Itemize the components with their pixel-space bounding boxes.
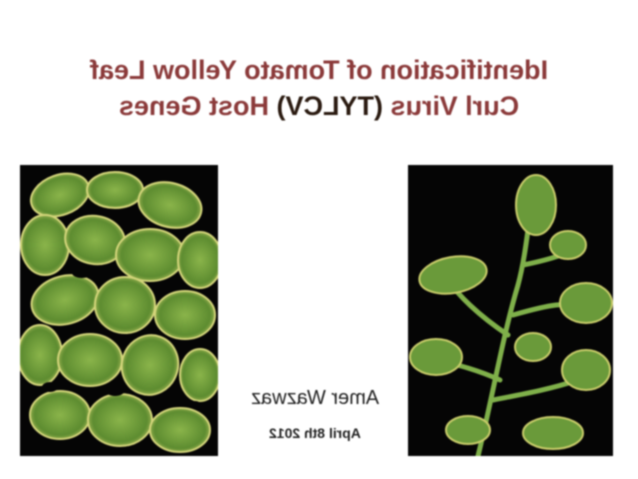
title-line2-bold: (TYLCV) — [276, 91, 383, 121]
title-line1-bold: Tomato Yellow Leaf — [89, 55, 340, 85]
tomato-plant-photo — [408, 165, 613, 456]
title-line-1: Identification of Tomato Yellow Leaf — [90, 52, 548, 88]
tomato-leaves-photo — [20, 165, 218, 456]
slide-title: Identification of Tomato Yellow Leaf Cur… — [0, 52, 638, 124]
presentation-date: April 8th 2012 — [269, 425, 361, 441]
title-line-2: Curl Virus (TYLCV) Host Genes — [119, 88, 519, 124]
tomato-leaves-image — [20, 165, 218, 456]
title-line2-suffix: Host Genes — [118, 91, 277, 121]
title-line2-prefix: Curl Virus — [382, 91, 520, 121]
tomato-plant-image — [408, 165, 613, 456]
title-line1-prefix: Identification of — [339, 55, 549, 85]
author-name: Amer Wazwaz — [250, 387, 380, 409]
